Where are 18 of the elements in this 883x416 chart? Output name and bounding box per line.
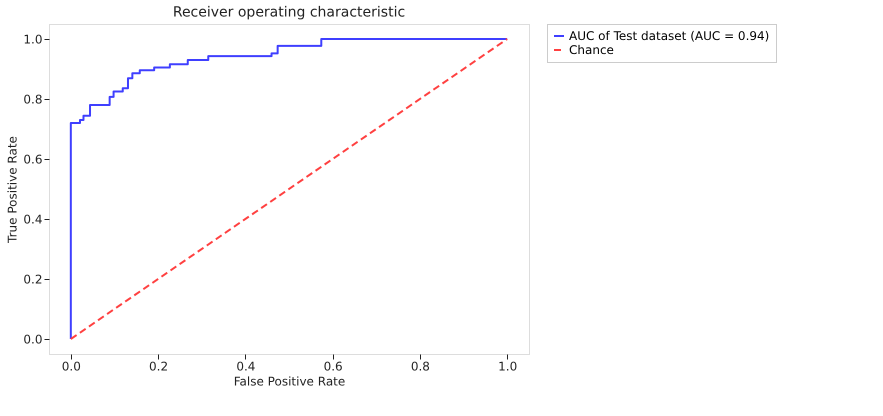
x-tick-label: 1.0	[498, 360, 518, 374]
y-tick-label: 0.6	[23, 152, 42, 166]
x-tick-label: 0.0	[62, 360, 81, 374]
x-tick-label: 0.8	[410, 360, 430, 374]
x-axis-title: False Positive Rate	[234, 374, 346, 388]
legend-label: AUC of Test dataset (AUC = 0.94)	[569, 29, 770, 43]
y-tick-label: 0.4	[23, 212, 42, 226]
line-series	[70, 38, 508, 340]
y-tick-label: 0.2	[23, 272, 42, 286]
chart-title: Receiver operating characteristic	[172, 4, 406, 20]
x-tick-label: 0.2	[149, 360, 168, 374]
y-tick-label: 0.0	[23, 332, 42, 346]
legend-label: Chance	[569, 43, 614, 57]
x-tick-label: 0.6	[324, 360, 343, 374]
y-tick-label: 0.8	[23, 92, 42, 106]
y-axis-title: True Positive Rate	[5, 136, 20, 244]
y-tick-label: 1.0	[23, 32, 42, 46]
x-tick-label: 0.4	[236, 360, 256, 374]
